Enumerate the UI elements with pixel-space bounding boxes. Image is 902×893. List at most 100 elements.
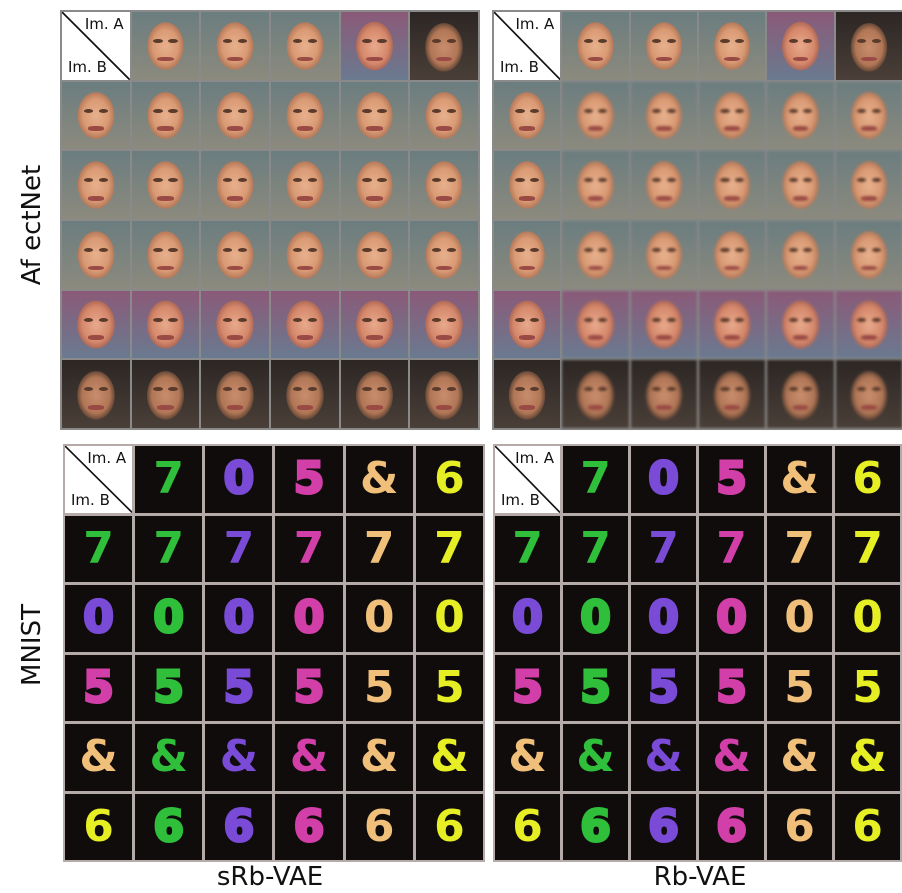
mnist-digit: & <box>360 453 399 505</box>
face-image <box>630 151 697 219</box>
mnist-digit: 0 <box>784 592 815 644</box>
face-image <box>835 151 902 219</box>
face-image <box>131 81 200 150</box>
face-image <box>201 220 269 289</box>
mnist-digit: 5 <box>292 661 326 713</box>
mnist-digit: 5 <box>647 661 681 713</box>
mnist-digit-cell: 7 <box>135 446 203 513</box>
mnist-digit: 5 <box>222 661 256 713</box>
mnist-digit: 7 <box>512 522 543 574</box>
face-image <box>410 81 478 150</box>
mnist-digit: & <box>430 731 469 783</box>
mnist-digit: & <box>289 731 329 783</box>
mnist-digit-cell: & <box>345 724 413 791</box>
row-label-mnist: MNIST <box>17 604 47 686</box>
mnist-digit-cell: 7 <box>699 515 764 582</box>
affectnet-rb-grid: Im. A Im. B <box>492 10 902 430</box>
face-image <box>835 290 902 359</box>
mnist-digit: 6 <box>852 453 883 505</box>
mnist-digit: & <box>508 731 547 783</box>
mnist-digit: 6 <box>434 453 465 505</box>
mnist-digit-cell: 5 <box>345 654 413 721</box>
mnist-digit: 0 <box>715 592 749 644</box>
mnist-digit: 5 <box>852 661 883 713</box>
face-image <box>699 151 766 219</box>
mnist-digit-cell: 5 <box>135 654 203 721</box>
face-image <box>131 220 200 289</box>
mnist-digit-cell: 6 <box>495 793 560 860</box>
face-image <box>835 220 902 289</box>
corner-label-im-a: Im. A <box>87 449 127 467</box>
face-image <box>494 220 561 289</box>
face-image <box>767 220 834 289</box>
mnist-digit: & <box>576 731 615 783</box>
mnist-digit: & <box>848 731 887 783</box>
mnist-digit: 6 <box>363 800 395 852</box>
face-image <box>630 12 697 80</box>
mnist-digit-cell: 6 <box>345 793 413 860</box>
mnist-digit-cell: 5 <box>415 654 483 721</box>
mnist-digit-cell: & <box>767 724 832 791</box>
face-image <box>340 12 409 80</box>
mnist-digit-cell: 5 <box>275 654 343 721</box>
face-image <box>494 151 561 219</box>
mnist-digit: 6 <box>647 800 681 852</box>
mnist-digit: 5 <box>579 661 613 713</box>
mnist-digit: 7 <box>648 522 679 574</box>
mnist-digit: 0 <box>222 592 256 644</box>
mnist-digit: 0 <box>852 592 883 644</box>
mnist-digit: 0 <box>152 592 186 644</box>
mnist-digit: 0 <box>434 592 465 644</box>
mnist-digit-cell: 7 <box>415 515 483 582</box>
face-image <box>340 360 409 428</box>
face-image <box>270 220 339 289</box>
diagonal-line <box>494 12 561 80</box>
mnist-digit: 6 <box>434 800 465 852</box>
corner-label-im-b: Im. B <box>500 57 539 76</box>
mnist-digit-cell: 0 <box>415 585 483 652</box>
mnist-digit-cell: 5 <box>699 446 764 513</box>
mnist-digit: 0 <box>647 453 681 505</box>
mnist-digit-cell: 5 <box>275 446 343 513</box>
mnist-digit: 7 <box>223 522 255 574</box>
diagonal-line <box>495 446 560 513</box>
mnist-digit-cell: 7 <box>135 515 203 582</box>
mnist-digit-cell: 7 <box>495 515 560 582</box>
mnist-digit-cell: 6 <box>415 446 483 513</box>
face-image <box>270 12 339 80</box>
mnist-digit-cell: & <box>631 724 696 791</box>
face-image <box>62 220 130 289</box>
face-image <box>201 81 269 150</box>
mnist-srb-grid: Im. A Im. B 7 0 5 & 6 7 7 7 7 7 7 0 0 0 0 0 0 5 5 5 5 5 5 & & & & & & 6… <box>63 444 485 862</box>
mnist-digit: 5 <box>715 453 749 505</box>
mnist-digit-cell: 5 <box>563 654 628 721</box>
face-image <box>767 81 834 150</box>
mnist-digit: 6 <box>152 800 186 852</box>
mnist-digit: 5 <box>82 661 116 713</box>
mnist-digit: 6 <box>852 800 883 852</box>
mnist-digit-cell: 6 <box>65 793 133 860</box>
mnist-digit-cell: & <box>135 724 203 791</box>
face-image <box>340 151 409 219</box>
mnist-digit-cell: & <box>275 724 343 791</box>
column-label-srb-vae: sRb-VAE <box>216 862 324 892</box>
mnist-digit-cell: 5 <box>835 654 900 721</box>
face-image <box>201 290 269 359</box>
grid-corner-key: Im. A Im. B <box>495 446 560 513</box>
mnist-digit-cell: 0 <box>495 585 560 652</box>
mnist-digit: & <box>219 731 259 783</box>
mnist-digit-cell: 5 <box>767 654 832 721</box>
mnist-digit: 7 <box>784 522 815 574</box>
face-image <box>630 220 697 289</box>
face-image <box>562 290 629 359</box>
mnist-digit: & <box>360 731 399 783</box>
face-image <box>410 360 478 428</box>
mnist-digit: 0 <box>82 592 116 644</box>
column-label-rb-vae: Rb-VAE <box>653 862 747 892</box>
mnist-digit: 6 <box>222 800 256 852</box>
face-image <box>494 360 561 428</box>
mnist-digit-cell: 7 <box>563 515 628 582</box>
face-image <box>410 12 478 80</box>
mnist-digit-cell: & <box>563 724 628 791</box>
face-image <box>131 290 200 359</box>
